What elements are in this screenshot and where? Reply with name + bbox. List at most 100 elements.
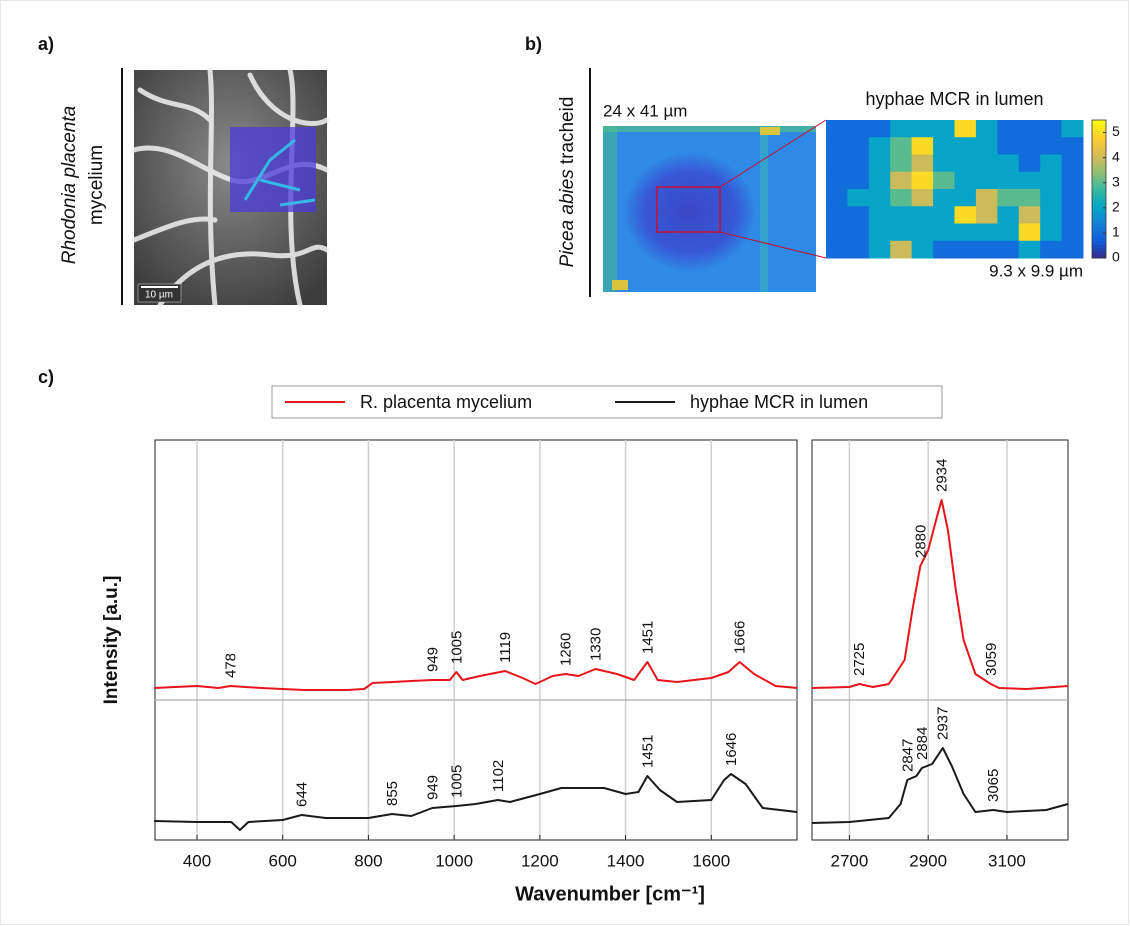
heatmap-cell — [826, 171, 848, 190]
heatmap-cell — [975, 154, 998, 173]
heatmap-cell — [954, 223, 977, 242]
x-tick-label: 1600 — [692, 851, 730, 870]
colorbar-segment — [1092, 147, 1106, 152]
heatmap-cell — [1018, 189, 1041, 207]
colorbar-segment — [1092, 202, 1106, 207]
colorbar-segment — [1092, 223, 1106, 228]
heatmap-cell — [826, 189, 848, 207]
heatmap-cell — [933, 240, 955, 259]
heatmap-cell — [868, 223, 891, 242]
heatmap-cell — [826, 240, 848, 259]
heatmap-cell — [975, 223, 998, 242]
heatmap-cell — [1018, 171, 1041, 190]
overview-map — [603, 126, 816, 292]
map-size: 9.3 x 9.9 µm — [989, 261, 1083, 280]
peak-label: 1646 — [723, 733, 740, 766]
x-tick-label: 400 — [183, 851, 211, 870]
colorbar-segment — [1092, 237, 1106, 242]
heatmap-cell — [975, 189, 998, 207]
heatmap-cell — [868, 206, 891, 224]
heatmap-cell — [933, 120, 955, 138]
colorbar-segment — [1092, 161, 1106, 166]
heatmap-cell — [933, 223, 955, 242]
colorbar-segment — [1092, 130, 1106, 135]
heatmap-cell — [911, 120, 934, 138]
micrograph — [131, 67, 330, 308]
peak-label: 1260 — [558, 633, 575, 666]
colorbar-segment — [1092, 123, 1106, 128]
x-tick-label: 600 — [269, 851, 297, 870]
heatmap-cell — [954, 171, 977, 190]
heatmap-cell — [847, 240, 870, 259]
heatmap-cell — [1040, 171, 1063, 190]
peak-label: 478 — [222, 653, 239, 678]
sample-name: Rhodonia placenta — [59, 106, 80, 264]
colorbar-tick-label: 2 — [1112, 199, 1120, 215]
heatmap-cell — [1018, 137, 1041, 155]
y-axis-label: Intensity [a.u.] — [101, 576, 122, 705]
heatmap-cell — [890, 137, 913, 155]
colorbar-segment — [1092, 213, 1106, 218]
heatmap-cell — [868, 137, 891, 155]
heatmap-cell — [1018, 154, 1041, 173]
x-tick-label: 800 — [354, 851, 382, 870]
heatmap-cell — [954, 240, 977, 259]
heatmap-cell — [890, 223, 913, 242]
heatmap-cell — [868, 154, 891, 173]
heatmap-cell — [997, 154, 1020, 173]
heatmap-cell — [890, 120, 913, 138]
colorbar-segment — [1092, 178, 1106, 183]
heatmap-cell — [890, 189, 913, 207]
legend — [271, 385, 943, 419]
heatmap-cell — [1040, 154, 1063, 173]
colorbar-segment — [1092, 220, 1106, 224]
colorbar-segment — [1092, 185, 1106, 190]
colorbar-segment — [1092, 216, 1106, 221]
heatmap-cell — [1061, 154, 1084, 173]
colorbar-segment — [1092, 133, 1106, 138]
legend-label: R. placenta mycelium — [360, 392, 532, 412]
heatmap-cell — [1040, 137, 1063, 155]
colorbar-segment — [1092, 175, 1106, 180]
peak-label: 3059 — [983, 643, 1000, 676]
heatmap-cell — [1061, 120, 1084, 138]
colorbar-segment — [1092, 137, 1106, 142]
colorbar-segment — [1092, 233, 1106, 238]
heatmap-cell — [868, 240, 891, 259]
heatmap-cell — [954, 120, 977, 138]
colorbar-segment — [1092, 140, 1106, 145]
colorbar-segment — [1092, 226, 1106, 231]
colorbar-segment — [1092, 230, 1106, 235]
heatmap-cell — [826, 137, 848, 155]
peak-label: 2880 — [912, 525, 929, 558]
peak-label: 1005 — [448, 631, 465, 664]
colorbar-segment — [1092, 209, 1106, 214]
heatmap-cell — [847, 189, 870, 207]
x-tick-label: 3100 — [988, 851, 1026, 870]
heatmap-cell — [890, 240, 913, 259]
peak-label: 1666 — [732, 621, 749, 654]
heatmap-cell — [868, 120, 891, 138]
sample-name: Picea abies — [557, 169, 578, 268]
heatmap-cell — [933, 189, 955, 207]
peak-label: 3065 — [985, 769, 1002, 802]
heatmap-cell — [1040, 120, 1063, 138]
colorbar-segment — [1092, 189, 1106, 193]
x-tick-label: 1000 — [435, 851, 473, 870]
colorbar-segment — [1092, 154, 1106, 159]
colorbar-segment — [1092, 164, 1106, 169]
heatmap-cell — [975, 206, 998, 224]
heatmap-cell — [954, 189, 977, 207]
heatmap-cell — [975, 120, 998, 138]
peak-label: 949 — [424, 775, 441, 800]
spectrum-line — [811, 747, 1069, 824]
heatmap-cell — [1061, 206, 1084, 224]
heatmap-cell — [1061, 240, 1084, 259]
heatmap-cell — [911, 137, 934, 155]
colorbar-segment — [1092, 126, 1106, 131]
heatmap-cell — [1040, 240, 1063, 259]
heatmap-cell — [933, 137, 955, 155]
spectrum-line — [154, 773, 798, 831]
